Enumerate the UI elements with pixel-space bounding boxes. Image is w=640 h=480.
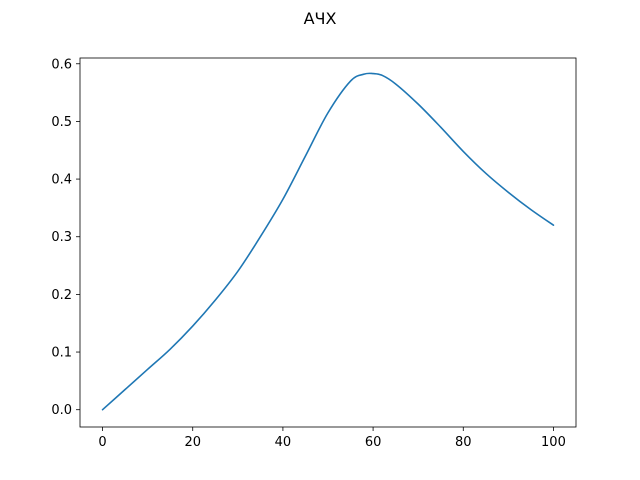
y-tick-label: 0.0 bbox=[51, 403, 72, 418]
plot-area bbox=[80, 58, 576, 427]
y-tick-label: 0.2 bbox=[51, 288, 72, 303]
x-tick-label: 80 bbox=[455, 435, 472, 450]
plot-frame bbox=[79, 57, 577, 428]
series-group bbox=[101, 72, 555, 411]
x-tick-label: 100 bbox=[541, 435, 566, 450]
x-tick-label: 40 bbox=[275, 435, 292, 450]
x-tick-label: 60 bbox=[365, 435, 382, 450]
ticks: 0 20 40 60 80 100 0.0 0.1 0.2 0.3 0.4 0.5 0.6 bbox=[51, 57, 566, 450]
chart-title: АЧХ bbox=[304, 9, 337, 28]
x-tick-label: 20 bbox=[184, 435, 201, 450]
y-tick-label: 0.5 bbox=[51, 115, 72, 130]
x-tick-label: 0 bbox=[98, 435, 106, 450]
y-tick-label: 0.1 bbox=[51, 346, 72, 361]
y-tick-label: 0.3 bbox=[51, 230, 72, 245]
series-line bbox=[101, 72, 555, 411]
y-tick-label: 0.6 bbox=[51, 57, 72, 72]
y-tick-label: 0.4 bbox=[51, 173, 72, 188]
